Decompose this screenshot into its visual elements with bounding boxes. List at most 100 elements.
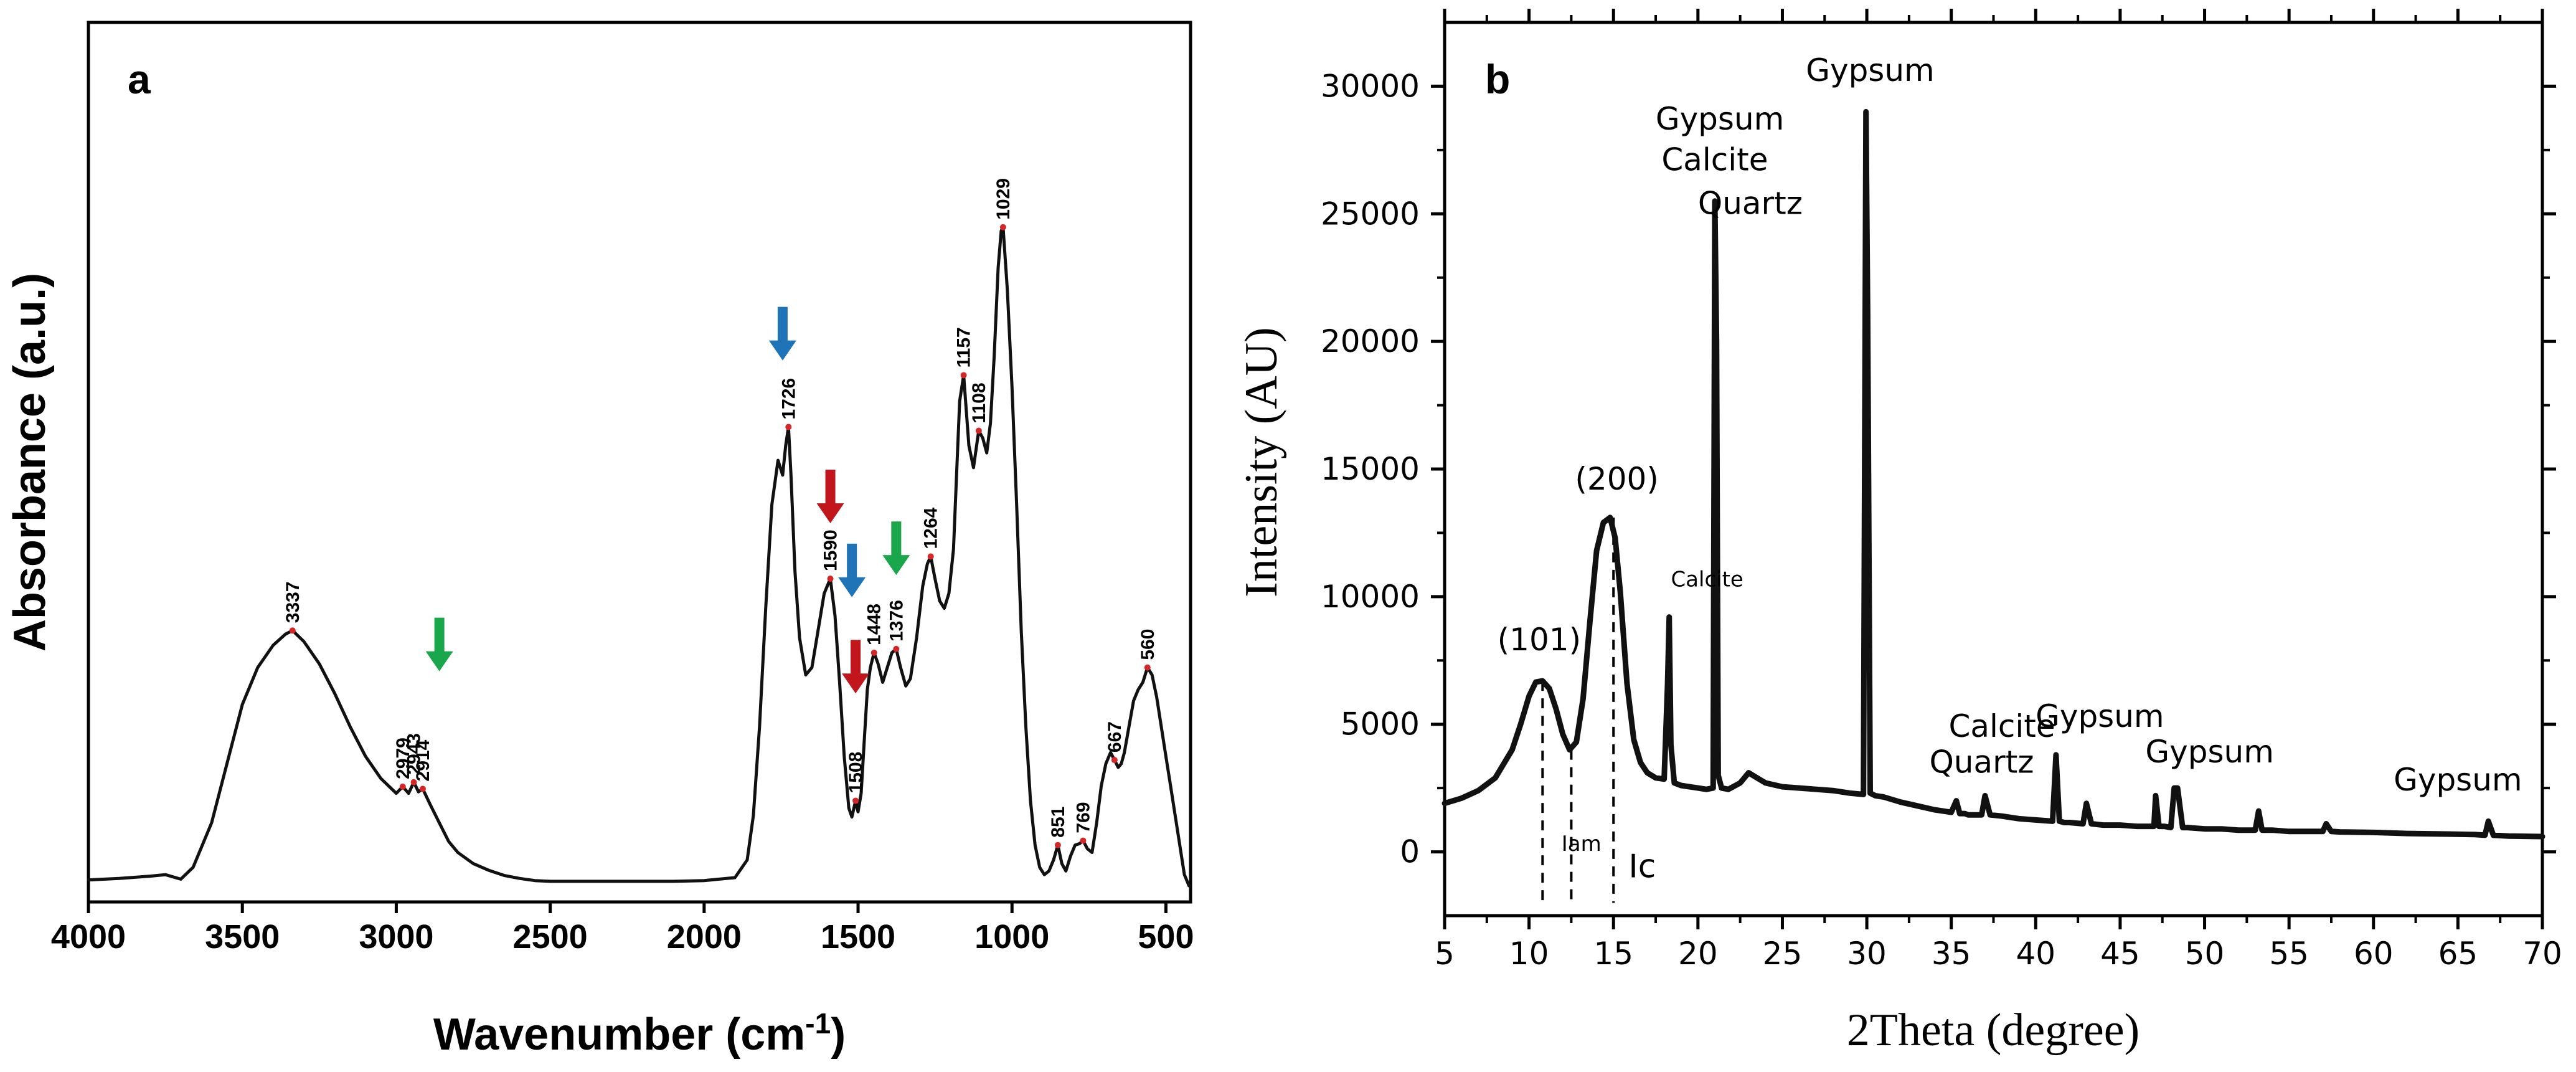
ftir-peak-label: 2943 — [404, 733, 425, 775]
ftir-peak-label: 1448 — [864, 604, 885, 645]
ftir-peak-label: 1376 — [886, 600, 907, 642]
ftir-peak-marker — [419, 785, 426, 792]
ftir-peak-marker — [1111, 757, 1118, 764]
ftir-peak-marker — [852, 797, 859, 804]
xrd-phase-labels: GypsumGypsumCalciteQuartz(200)Calcite(10… — [1498, 52, 2522, 798]
xrd-phase-label: Gypsum — [2145, 734, 2274, 770]
xrd-x-tick-label: 25 — [1763, 936, 1803, 972]
xrd-y-tick-label: 15000 — [1321, 451, 1420, 487]
ftir-peak-label: 1590 — [821, 529, 841, 571]
xrd-phase-label: Gypsum — [1656, 101, 1785, 137]
ftir-arrow — [816, 470, 844, 523]
ftir-peak-marker — [399, 783, 406, 790]
xrd-x-tick-label: 55 — [2269, 936, 2309, 972]
xrd-phase-label: Calcite — [1671, 567, 1743, 592]
xrd-x-tick-label: 10 — [1509, 936, 1549, 972]
ftir-peak-label: 1108 — [969, 382, 989, 423]
ftir-x-tick-label: 4000 — [51, 918, 126, 956]
xrd-phase-label: Calcite — [1661, 142, 1768, 178]
ftir-arrow — [842, 640, 870, 694]
ftir-series-group — [87, 225, 1191, 888]
xrd-phase-label: (200) — [1575, 461, 1658, 497]
xrd-x-tick-label: 65 — [2438, 936, 2478, 972]
xrd-series-line — [1441, 108, 2545, 840]
ftir-x-tick-label: 3500 — [205, 918, 280, 956]
ftir-arrows — [425, 306, 910, 694]
ftir-peak-label: 851 — [1048, 807, 1069, 838]
xrd-y-axis-title: Intensity (AU) — [1236, 327, 1287, 597]
ftir-arrow — [882, 521, 910, 576]
ftir-x-tick-label: 1500 — [821, 918, 895, 956]
xrd-y-tick-label: 10000 — [1321, 579, 1420, 615]
xrd-x-tick-label: 60 — [2354, 936, 2394, 972]
ftir-peak-marker — [827, 576, 834, 582]
xrd-y-tick-label: 25000 — [1321, 196, 1420, 232]
xrd-panel-label: b — [1485, 56, 1510, 102]
xrd-panel: 5 10 15 20 25 30 35 40 45 50 55 60 65 70 0 5000 10000 15… — [1236, 9, 2562, 1056]
xrd-dashed-lines — [1541, 517, 1615, 903]
xrd-phase-label: Quartz — [1929, 744, 2034, 780]
xrd-y-tick-label: 0 — [1400, 834, 1420, 870]
ftir-peak-marker — [1144, 664, 1151, 671]
ftir-peak-label: 1157 — [954, 327, 974, 368]
xrd-phase-label: (101) — [1498, 622, 1581, 658]
ftir-x-tick-label: 2500 — [513, 918, 588, 956]
xrd-annotation: Ic — [1628, 848, 1656, 886]
ftir-arrow — [425, 617, 453, 671]
ftir-peak-label: 3337 — [283, 581, 303, 623]
ftir-peak-label: 2979 — [393, 738, 413, 779]
xrd-x-tick-label: 50 — [2185, 936, 2225, 972]
xrd-y-ticks: 0 5000 10000 15000 20000 25000 30000 — [1321, 68, 2556, 870]
ftir-x-ticks: 4000 3500 3000 2500 2000 1500 1000 500 — [51, 902, 1194, 956]
xrd-phase-label: Gypsum — [1806, 52, 1935, 88]
ftir-peak-label: 1264 — [921, 507, 941, 549]
ftir-x-tick-label: 3000 — [359, 918, 433, 956]
xrd-annotation: Iam — [1562, 832, 1602, 856]
xrd-y-tick-label: 5000 — [1341, 706, 1420, 742]
xrd-x-tick-label: 40 — [2016, 936, 2055, 972]
xrd-x-tick-label: 45 — [2100, 936, 2140, 972]
xrd-phase-label: Quartz — [1698, 185, 1803, 221]
xrd-phase-label: Calcite — [1948, 708, 2055, 744]
ftir-peak-marker — [289, 627, 296, 634]
ftir-arrow — [768, 306, 796, 361]
ftir-series-line — [87, 225, 1191, 888]
ftir-peak-marker — [410, 779, 417, 785]
ftir-y-axis-title: Absorbance (a.u.) — [5, 273, 55, 652]
xrd-annotations: Iam Ic — [1562, 832, 1656, 886]
xrd-x-tick-label: 20 — [1678, 936, 1718, 972]
ftir-peak-marker — [893, 645, 900, 652]
ftir-peak-marker — [999, 224, 1006, 230]
ftir-peak-marker — [785, 424, 792, 430]
ftir-x-tick-label: 1000 — [974, 918, 1049, 956]
ftir-peak-label: 769 — [1073, 802, 1093, 833]
ftir-peak-marker — [927, 553, 934, 560]
ftir-peak-marker — [870, 649, 877, 656]
ftir-panel-label: a — [128, 56, 151, 102]
xrd-y-tick-label: 20000 — [1321, 323, 1420, 359]
xrd-phase-label: Gypsum — [2394, 762, 2522, 798]
ftir-x-tick-label: 500 — [1138, 918, 1194, 956]
ftir-peak-marker — [1080, 837, 1087, 844]
ftir-x-axis-title: Wavenumber (cm-1) — [433, 1007, 846, 1060]
ftir-peak-label: 2914 — [413, 739, 433, 781]
ftir-x-tick-label: 2000 — [667, 918, 742, 956]
xrd-x-tick-label: 35 — [1932, 936, 1971, 972]
ftir-peak-label: 560 — [1138, 629, 1158, 660]
xrd-phase-label: Gypsum — [2036, 698, 2164, 734]
xrd-x-tick-label: 30 — [1847, 936, 1887, 972]
ftir-arrow — [838, 543, 866, 597]
ftir-peak-markers — [289, 224, 1151, 848]
ftir-peak-label: 1508 — [846, 752, 866, 794]
xrd-series-group — [1441, 108, 2545, 840]
ftir-peak-label: 1726 — [778, 378, 799, 420]
ftir-peak-marker — [1054, 842, 1061, 848]
ftir-peak-marker — [960, 372, 967, 379]
xrd-x-tick-label: 70 — [2522, 936, 2562, 972]
ftir-peak-label: 1029 — [993, 178, 1014, 220]
xrd-x-axis-title: 2Theta (degree) — [1847, 1005, 2140, 1056]
xrd-x-tick-label: 5 — [1435, 936, 1455, 972]
